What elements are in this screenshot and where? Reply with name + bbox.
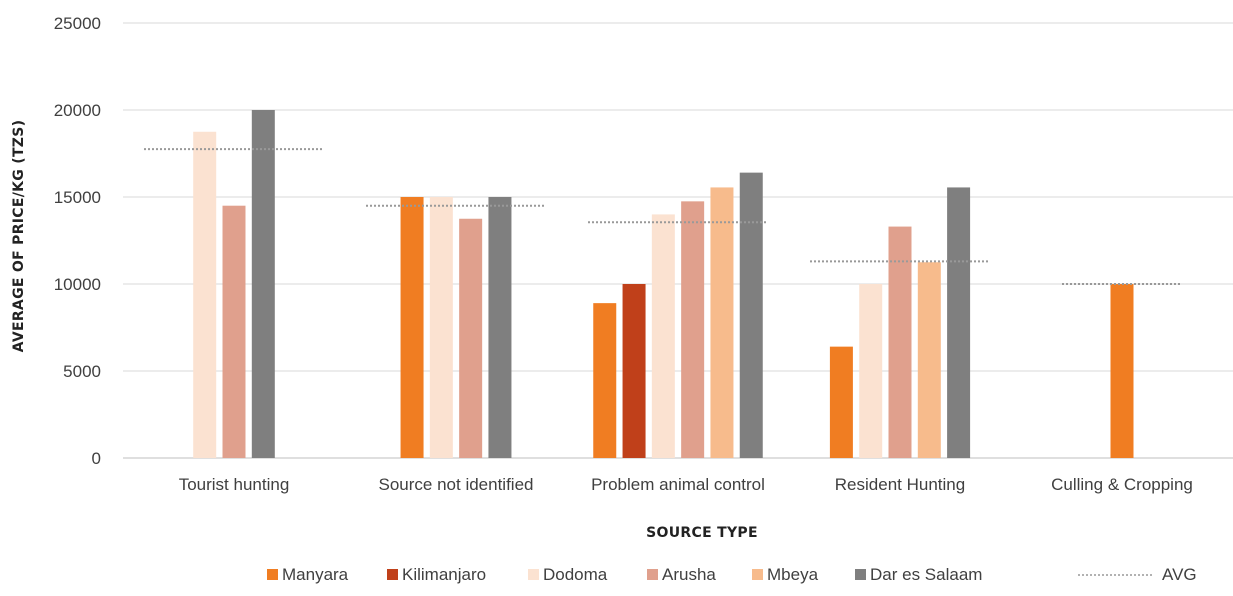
legend-swatch <box>752 569 763 580</box>
bar-dar-es-salaam <box>488 197 512 458</box>
legend-item-label: Dodoma <box>543 565 608 584</box>
legend-swatch <box>528 569 539 580</box>
x-category-label: Source not identified <box>379 475 534 494</box>
x-category-label: Problem animal control <box>591 475 765 494</box>
legend-item-label: Dar es Salaam <box>870 565 982 584</box>
bar-kilimanjaro <box>622 284 646 458</box>
y-tick-label: 0 <box>92 449 101 468</box>
bar-manyara <box>829 346 853 458</box>
legend-item-label: Kilimanjaro <box>402 565 486 584</box>
legend-item-label: Mbeya <box>767 565 819 584</box>
legend-item-label: Manyara <box>282 565 349 584</box>
bar-arusha <box>888 226 912 458</box>
y-tick-label: 5000 <box>63 362 101 381</box>
x-category-label: Resident Hunting <box>835 475 965 494</box>
legend-swatch <box>387 569 398 580</box>
bar-arusha <box>459 218 483 458</box>
bar-arusha <box>681 201 705 458</box>
bar-mbeya <box>710 187 734 458</box>
bar-manyara <box>400 197 424 458</box>
bar-mbeya <box>917 262 941 458</box>
x-category-label: Tourist hunting <box>179 475 290 494</box>
bar-manyara <box>1110 284 1134 458</box>
bar-dodoma <box>429 197 453 458</box>
legend-item-label: Arusha <box>662 565 716 584</box>
legend-swatch <box>647 569 658 580</box>
y-tick-label: 15000 <box>54 188 101 207</box>
bar-dodoma <box>193 131 217 458</box>
x-axis-label: SOURCE TYPE <box>646 525 758 541</box>
bar-dodoma <box>651 214 675 458</box>
legend-swatch <box>267 569 278 580</box>
bar-arusha <box>222 205 246 458</box>
legend-swatch <box>855 569 866 580</box>
bar-manyara <box>593 303 617 458</box>
y-tick-label: 10000 <box>54 275 101 294</box>
bar-dar-es-salaam <box>947 187 971 458</box>
bar-dar-es-salaam <box>739 172 763 458</box>
y-tick-label: 20000 <box>54 101 101 120</box>
y-axis-label: AVERAGE OF PRICE/KG (TZS) <box>11 120 27 353</box>
legend-item-label: AVG <box>1162 565 1197 584</box>
x-category-label: Culling & Cropping <box>1051 475 1193 494</box>
bar-dar-es-salaam <box>251 110 275 458</box>
bar-dodoma <box>859 284 883 458</box>
y-tick-label: 25000 <box>54 14 101 33</box>
